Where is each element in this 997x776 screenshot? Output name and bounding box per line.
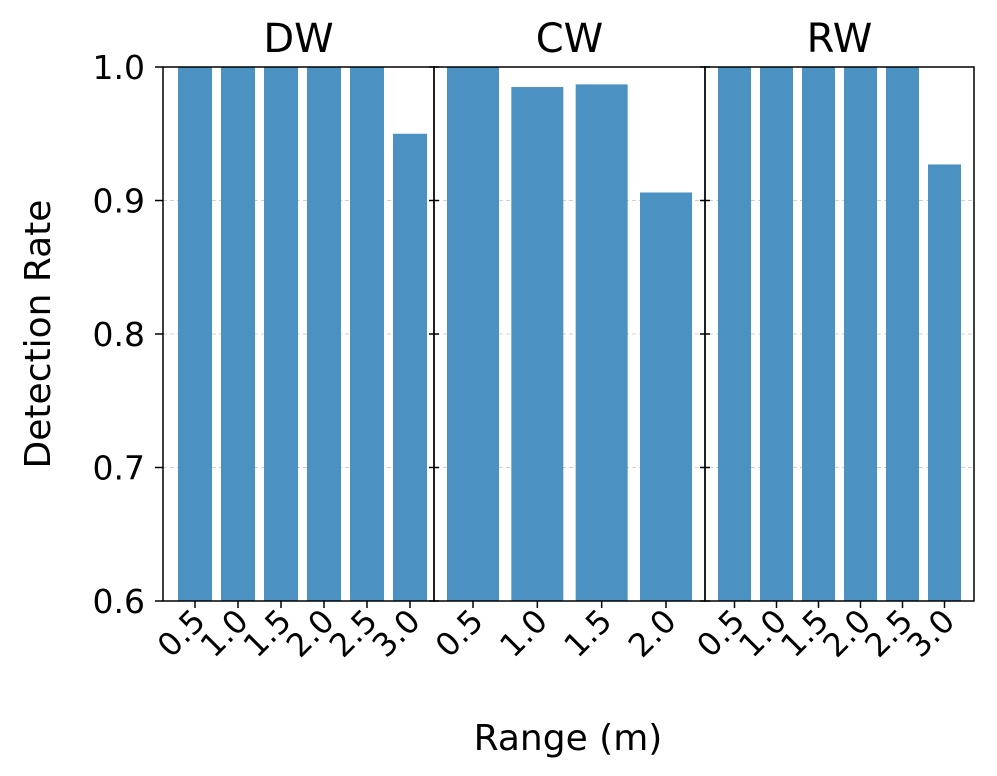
y-tick-label: 0.9 [93, 182, 145, 221]
bar-dw-1 [221, 67, 255, 601]
bar-rw-2 [802, 67, 835, 601]
y-tick-label: 0.7 [93, 449, 145, 488]
x-tick-label: 1.5 [556, 602, 619, 665]
bar-rw-1 [760, 67, 793, 601]
bar-dw-5 [393, 133, 427, 601]
bar-dw-4 [350, 67, 384, 601]
x-tick-label: 3.0 [899, 602, 962, 665]
bar-cw-2 [575, 84, 628, 602]
bar-dw-0 [178, 67, 212, 601]
bar-cw-0 [447, 67, 499, 601]
panel-title-dw: DW [263, 16, 333, 62]
y-tick-label: 0.6 [93, 582, 145, 621]
bar-dw-3 [307, 67, 341, 601]
bar-rw-5 [928, 164, 961, 601]
bar-rw-4 [886, 67, 919, 601]
bar-cw-3 [640, 192, 692, 602]
panel-title-cw: CW [536, 16, 603, 62]
panel-title-rw: RW [807, 16, 873, 62]
y-axis-label: Detection Rate [18, 200, 59, 469]
bar-cw-1 [511, 87, 564, 601]
bar-rw-3 [844, 67, 877, 601]
x-axis-label: Range (m) [474, 718, 663, 759]
x-tick-label: 1.0 [492, 602, 555, 665]
x-tick-label: 2.0 [621, 602, 684, 665]
y-tick-label: 0.8 [93, 315, 145, 354]
bar-dw-2 [264, 67, 298, 601]
x-tick-label: 0.5 [428, 602, 491, 665]
y-tick-label: 1.0 [93, 48, 145, 87]
x-tick-label: 3.0 [365, 602, 428, 665]
bar-rw-0 [718, 67, 751, 601]
